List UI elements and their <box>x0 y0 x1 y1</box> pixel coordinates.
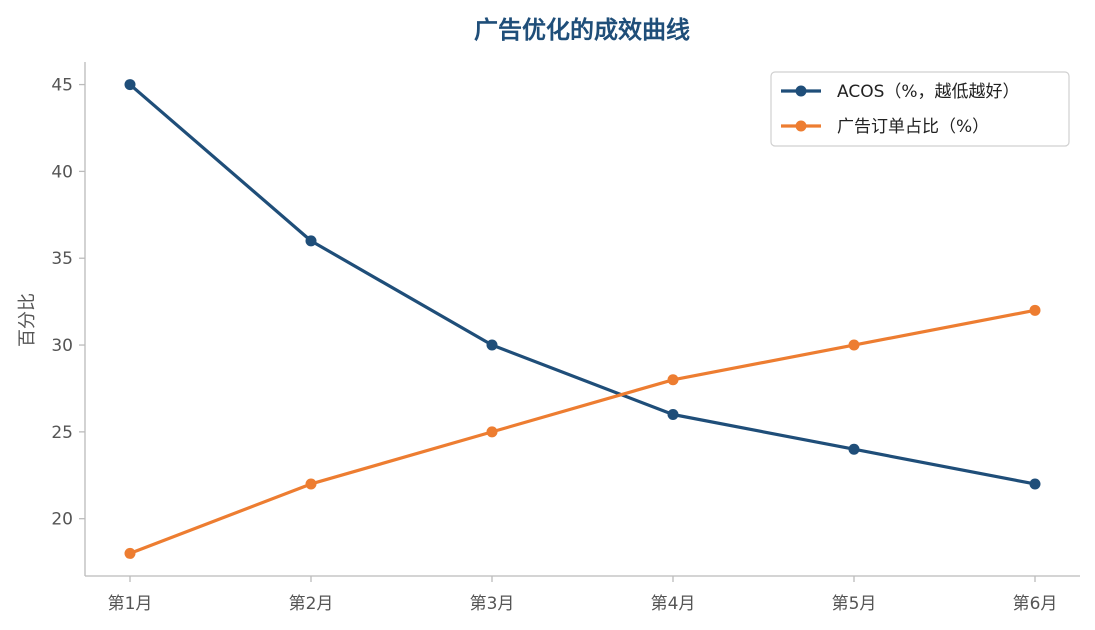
y-tick-label: 20 <box>51 510 73 530</box>
x-tick-label: 第2月 <box>289 594 334 614</box>
legend-label: ACOS（%，越低越好） <box>837 82 1020 102</box>
y-tick-label: 45 <box>51 76 73 96</box>
axes: 20 25 30 35 40 45 第1月 第2月 第3月 第4月 第5月 第6月 <box>51 62 1080 614</box>
x-tick-label: 第5月 <box>832 594 877 614</box>
data-point <box>305 235 317 247</box>
data-point <box>124 79 136 91</box>
y-tick-label: 30 <box>51 336 73 356</box>
data-point <box>486 339 498 351</box>
y-tick-label: 35 <box>51 249 73 269</box>
data-point <box>1029 304 1041 316</box>
data-point <box>1029 478 1041 490</box>
x-tick-label: 第1月 <box>108 594 153 614</box>
chart-title: 广告优化的成效曲线 <box>474 16 690 44</box>
y-tick-label: 25 <box>51 423 73 443</box>
legend-swatch-marker <box>795 120 807 132</box>
legend: ACOS（%，越低越好） 广告订单占比（%） <box>770 71 1070 147</box>
series-line <box>129 308 1036 555</box>
data-point <box>124 547 136 559</box>
data-point <box>486 426 498 438</box>
data-point <box>848 339 860 351</box>
legend-item: ACOS（%，越低越好） <box>781 82 1020 102</box>
legend-swatch-marker <box>795 85 807 97</box>
y-tick-label: 40 <box>51 162 73 182</box>
data-point <box>667 374 679 386</box>
x-tick-label: 第6月 <box>1013 594 1058 614</box>
legend-item: 广告订单占比（%） <box>781 117 989 137</box>
series-line <box>128 83 1036 486</box>
series-layer <box>124 79 1041 559</box>
x-tick-label: 第4月 <box>651 594 696 614</box>
series-1 <box>124 79 1041 490</box>
y-axis-label: 百分比 <box>17 293 38 347</box>
legend-box <box>770 71 1070 147</box>
data-point <box>848 443 860 455</box>
x-tick-label: 第3月 <box>470 594 515 614</box>
series-2 <box>124 304 1041 559</box>
legend-label: 广告订单占比（%） <box>837 117 989 137</box>
data-point <box>667 409 679 421</box>
data-point <box>305 478 317 490</box>
